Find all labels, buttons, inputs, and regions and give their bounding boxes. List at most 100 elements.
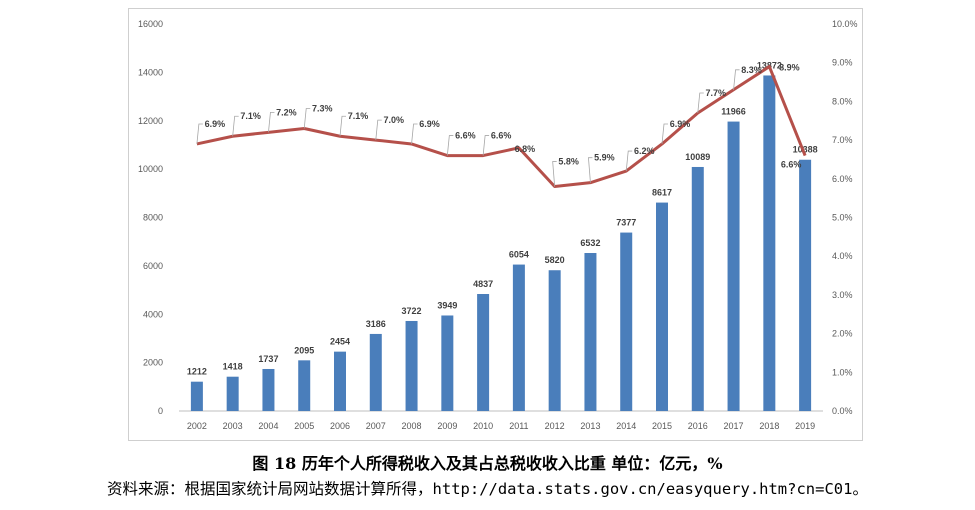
x-axis-tick-label: 2004: [258, 421, 278, 431]
left-axis-tick-label: 6000: [143, 261, 163, 271]
x-axis-tick-label: 2018: [759, 421, 779, 431]
bar-value-label: 1737: [258, 354, 278, 364]
line-value-label: 6.8%: [515, 144, 536, 154]
bar-value-label: 7377: [616, 218, 636, 228]
x-axis-tick-label: 2002: [187, 421, 207, 431]
bar: [441, 315, 454, 411]
label-leader-line: [196, 123, 203, 145]
bar: [763, 75, 776, 411]
left-axis-tick-label: 12000: [138, 116, 163, 126]
source-note: 资料来源：根据国家统计局网站数据计算所得，http://data.stats.g…: [107, 480, 868, 498]
right-axis-tick-label: 7.0%: [832, 135, 853, 145]
line-value-label: 6.2%: [634, 146, 655, 156]
bar: [190, 381, 203, 411]
bar-value-label: 3186: [366, 319, 386, 329]
label-leader-line: [482, 135, 490, 156]
right-axis-tick-label: 9.0%: [832, 58, 853, 68]
line-value-label: 6.9%: [419, 119, 440, 129]
line-value-label: 5.8%: [558, 157, 579, 167]
bar: [620, 232, 633, 411]
bar: [262, 368, 275, 411]
x-axis-tick-label: 2005: [294, 421, 314, 431]
x-axis-tick-label: 2006: [330, 421, 350, 431]
left-axis-tick-label: 10000: [138, 164, 163, 174]
right-axis-tick-label: 8.0%: [832, 96, 853, 106]
bar: [512, 264, 525, 411]
x-axis-tick-label: 2007: [366, 421, 386, 431]
bar-value-label: 3949: [437, 300, 457, 310]
chart-frame: 0 2000 4000 6000 8000 10000 12000 14000 16000 0.0…: [128, 8, 863, 441]
ratio-line: [196, 65, 807, 189]
label-leader-line: [588, 157, 593, 183]
bar: [548, 270, 561, 411]
label-leader-line: [552, 161, 557, 187]
bar-value-label: 2454: [330, 337, 350, 347]
left-axis-tick-label: 14000: [138, 67, 163, 77]
bar-value-label: 10089: [685, 152, 710, 162]
bar: [334, 351, 346, 411]
x-axis-tick-label: 2016: [688, 421, 708, 431]
bar-value-label: 8617: [652, 188, 672, 198]
label-leader-line: [339, 115, 346, 137]
line-value-label: 7.0%: [384, 115, 405, 125]
line-value-label: 7.3%: [312, 103, 333, 113]
x-axis-tick-label: 2009: [437, 421, 457, 431]
line-value-label: 6.9%: [205, 119, 226, 129]
label-leader-line: [697, 92, 704, 114]
right-axis-tick-label: 1.0%: [832, 367, 853, 377]
left-axis-tick-label: 8000: [143, 213, 163, 223]
x-axis-tick-label: 2012: [545, 421, 565, 431]
line-value-label: 8.9%: [779, 63, 800, 73]
x-axis-tick-label: 2010: [473, 421, 493, 431]
x-axis-tick-label: 2008: [402, 421, 422, 431]
label-leader-line: [625, 150, 633, 172]
line-value-label: 6.9%: [670, 119, 691, 129]
bar: [799, 159, 812, 411]
bar: [727, 121, 740, 411]
line-value-label: 6.6%: [455, 131, 476, 141]
line-value-label: 7.7%: [706, 88, 727, 98]
label-leader-line: [733, 69, 740, 90]
chart-svg: 0 2000 4000 6000 8000 10000 12000 14000 16000 0.0…: [138, 19, 858, 431]
left-axis-tick-label: 2000: [143, 358, 163, 368]
x-axis-tick-label: 2003: [223, 421, 243, 431]
left-axis-tick-label: 0: [158, 406, 163, 416]
label-leader-line: [411, 123, 418, 145]
line-value-label: 8.3%: [741, 65, 762, 75]
right-axis-tick-label: 0.0%: [832, 406, 853, 416]
figure-caption: 图 18 历年个人所得税收入及其占总税收收入比重 单位：亿元，%: [252, 454, 723, 473]
x-axis-tick-label: 2014: [616, 421, 636, 431]
bar-value-label: 10388: [793, 145, 818, 155]
bar: [584, 253, 597, 411]
bar: [298, 360, 311, 411]
x-axis-tick-label: 2011: [509, 421, 528, 431]
bar-value-label: 11966: [721, 107, 746, 117]
x-axis-tick-label: 2013: [580, 421, 600, 431]
label-leader-line: [268, 111, 275, 133]
bar-value-label: 5820: [545, 255, 565, 265]
bar: [369, 333, 382, 411]
label-leader-line: [303, 108, 311, 129]
bar: [405, 320, 418, 411]
line-value-label: 7.2%: [276, 107, 297, 117]
label-leader-line: [232, 115, 239, 137]
right-axis-tick-label: 10.0%: [832, 19, 858, 29]
x-axis-tick-label: 2015: [652, 421, 672, 431]
label-leader-line: [375, 119, 382, 141]
label-leader-line: [446, 135, 454, 156]
x-axis-tick-label: 2017: [724, 421, 744, 431]
bar-value-label: 6054: [509, 250, 529, 260]
bar-value-label: 3722: [402, 306, 422, 316]
bar-value-label: 2095: [294, 345, 314, 355]
x-axis-tick-label: 2019: [795, 421, 815, 431]
line-value-label: 6.6%: [491, 131, 512, 141]
bar: [477, 294, 490, 411]
bar: [226, 376, 239, 411]
bar-value-label: 6532: [580, 238, 600, 248]
line-value-label: 6.6%: [781, 160, 802, 170]
bar-value-label: 1418: [223, 362, 243, 372]
bar-value-label: 1212: [187, 367, 207, 377]
bar: [656, 202, 668, 411]
right-axis-tick-label: 5.0%: [832, 213, 853, 223]
right-axis-tick-label: 6.0%: [832, 174, 853, 184]
